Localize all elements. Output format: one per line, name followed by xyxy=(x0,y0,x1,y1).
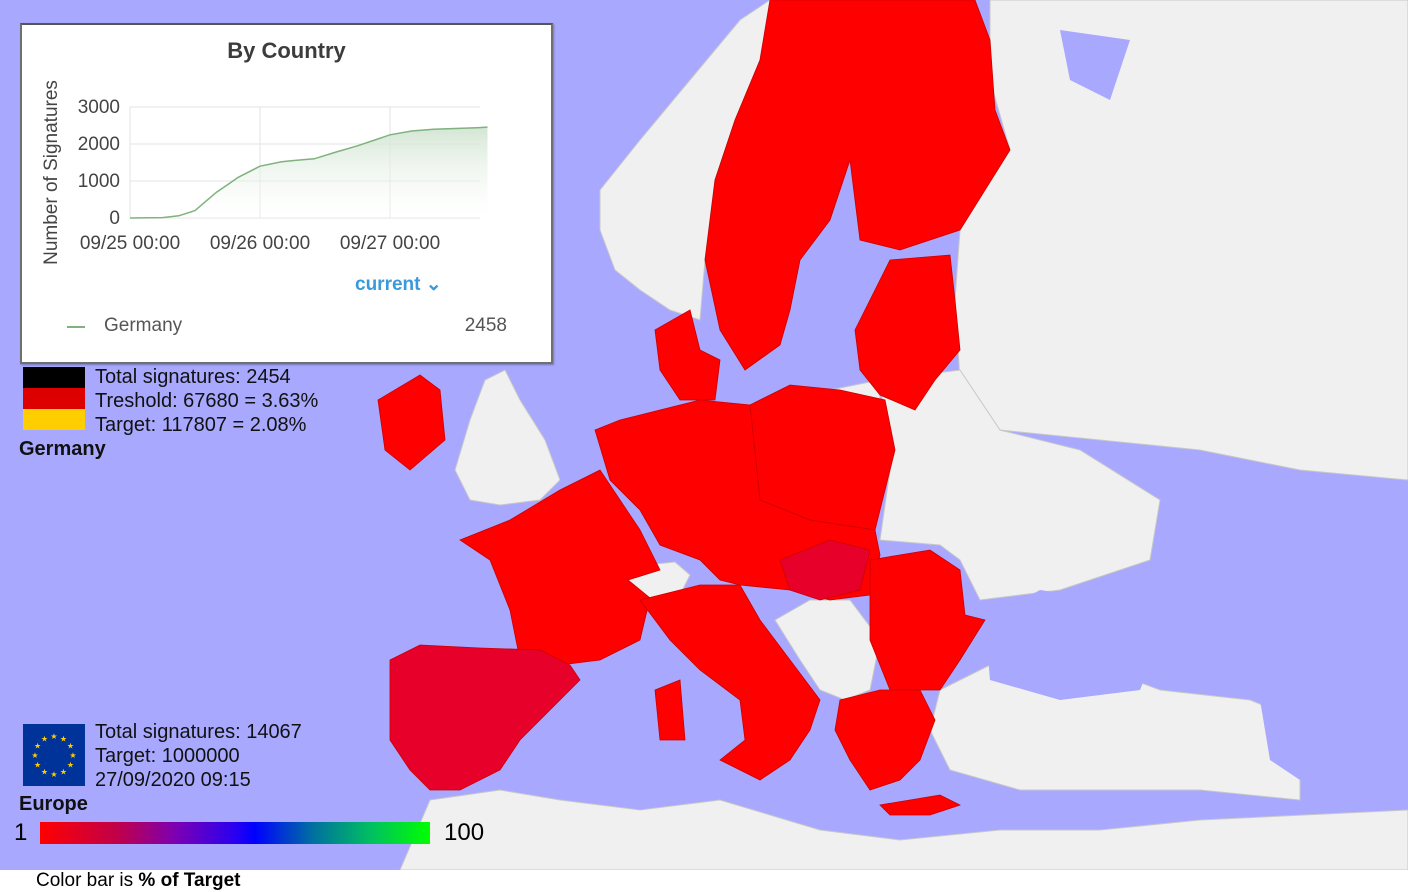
eu-star: ★ xyxy=(34,742,41,751)
uk xyxy=(454,369,561,506)
europe-stats: Total signatures: 14067 Target: 1000000 … xyxy=(95,720,302,792)
eu-star: ★ xyxy=(34,761,41,770)
italy xyxy=(639,584,821,781)
europe-timestamp: 27/09/2020 09:15 xyxy=(95,769,251,791)
y-tick-label: 2000 xyxy=(78,134,120,155)
legend-mode-selector[interactable]: current ⌄ xyxy=(355,274,442,295)
eu-stars-icon: ★★★★★★★★★ ★ ★★ xyxy=(31,732,76,779)
panel-title: By Country xyxy=(227,38,346,63)
spain-portugal xyxy=(389,644,581,791)
colorbar-caption-bold: % of Target xyxy=(138,870,241,891)
x-tick-label: 09/26 00:00 xyxy=(210,233,310,254)
y-tick-label: 3000 xyxy=(78,97,120,118)
germany-label: Germany xyxy=(19,438,106,460)
germany-total: Total signatures: 2454 xyxy=(95,366,291,388)
white-sea xyxy=(1060,30,1130,100)
eu-star: ★ xyxy=(50,732,57,741)
eu-star: ★ xyxy=(69,751,76,760)
eu-star: ★ xyxy=(41,767,48,776)
legend-series-value: 2458 xyxy=(464,315,507,336)
croatia-hungary xyxy=(779,539,871,601)
eu-star: ★ xyxy=(41,735,48,744)
x-tick-label: 09/27 00:00 xyxy=(340,233,440,254)
legend-row[interactable]: Germany 2458 xyxy=(67,315,507,339)
x-tick-label: 09/25 00:00 xyxy=(80,233,180,254)
germany-flag xyxy=(23,367,85,430)
eu-star: ★ xyxy=(60,767,67,776)
ireland xyxy=(377,374,446,471)
legend-swatch xyxy=(67,326,85,328)
france xyxy=(459,469,661,666)
eu-star: ★ xyxy=(67,742,74,751)
by-country-panel: By Country 0 1000 2000 3000 09/25 00:00 09/26… xyxy=(20,23,553,364)
colorbar xyxy=(40,822,430,844)
colorbar-caption: Color bar is % of Target xyxy=(36,870,240,892)
denmark xyxy=(654,309,721,401)
series-area-germany xyxy=(130,127,488,218)
caspian-sea xyxy=(1250,600,1330,780)
eu-star: ★ xyxy=(31,751,38,760)
eu-star: ★ xyxy=(67,761,74,770)
balkans xyxy=(774,599,881,701)
europe-total: Total signatures: 14067 xyxy=(95,721,302,743)
colorbar-max-label: 100 xyxy=(444,819,485,846)
legend-series-name: Germany xyxy=(104,315,183,336)
y-tick-label: 0 xyxy=(109,208,120,229)
germany-threshold: Treshold: 67680 = 3.63% xyxy=(95,390,319,412)
eu-star: ★ xyxy=(50,770,57,779)
sweden-finland xyxy=(704,0,1011,371)
north-africa xyxy=(399,789,1408,870)
germany-target: Target: 117807 = 2.08% xyxy=(95,414,307,436)
russia-north xyxy=(954,0,1408,481)
italy-islands xyxy=(654,679,686,741)
europe-map[interactable] xyxy=(0,0,1408,870)
inland-seas xyxy=(985,30,1330,780)
eu-members[interactable] xyxy=(377,0,1011,816)
europe-label: Europe xyxy=(19,793,88,815)
colorbar-caption-prefix: Color bar is xyxy=(36,870,139,891)
signatures-chart: 0 1000 2000 3000 09/25 00:00 09/26 00:00 09/27… xyxy=(41,80,488,265)
colorbar-min-label: 1 xyxy=(14,819,28,846)
black-sea xyxy=(985,590,1160,700)
eu-members-dark[interactable] xyxy=(389,539,871,791)
baltics xyxy=(854,254,961,411)
eu-flag: ★ ★ ★ ★ ★ ★ ★ ★ ★ ★ ★ ★ xyxy=(23,724,85,786)
eu-star: ★ xyxy=(60,735,67,744)
series-line-germany xyxy=(129,126,488,219)
germany-stats: Total signatures: 2454 Treshold: 67680 =… xyxy=(95,365,318,437)
y-axis-label: Number of Signatures xyxy=(41,80,62,265)
eastern-europe xyxy=(879,369,1161,601)
romania-bulgaria xyxy=(869,549,986,691)
y-tick-label: 1000 xyxy=(78,171,120,192)
greece xyxy=(834,689,936,791)
europe-target: Target: 1000000 xyxy=(95,745,240,767)
crete xyxy=(879,794,962,816)
